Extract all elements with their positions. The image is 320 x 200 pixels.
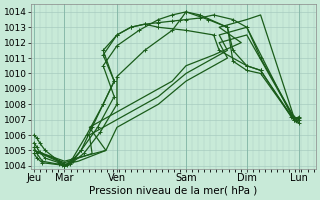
X-axis label: Pression niveau de la mer( hPa ): Pression niveau de la mer( hPa ) xyxy=(90,186,258,196)
